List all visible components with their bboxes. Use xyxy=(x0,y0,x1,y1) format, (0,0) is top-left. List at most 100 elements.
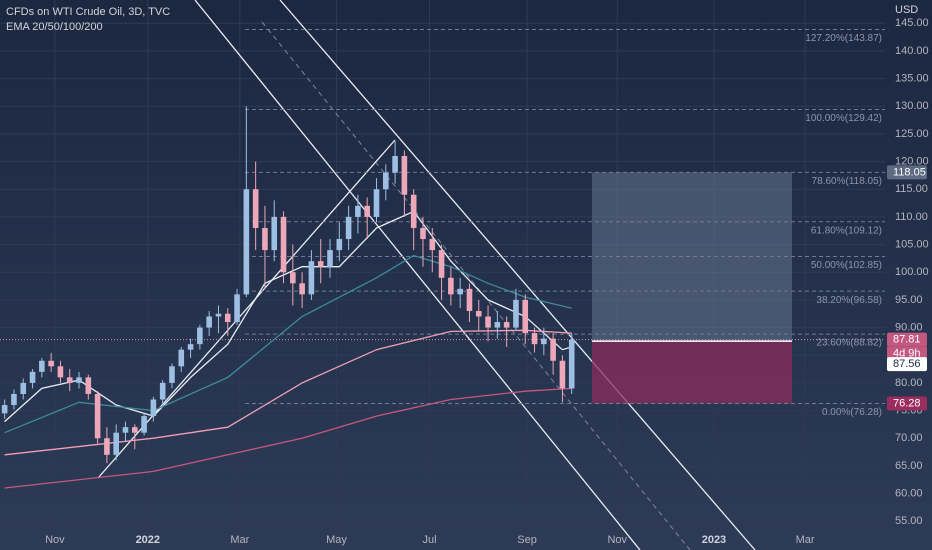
stop-price: 76.28 xyxy=(893,397,921,409)
x-tick-label: Jul xyxy=(422,534,436,546)
candle-body xyxy=(466,288,473,311)
candle-body xyxy=(522,299,529,334)
y-tick-label: 105.00 xyxy=(895,238,929,250)
candle-body xyxy=(94,393,101,439)
candle-body xyxy=(475,310,482,317)
candle-body xyxy=(262,227,268,251)
y-tick-label: 120.00 xyxy=(895,155,929,167)
y-tick-label: 60.00 xyxy=(895,487,923,499)
candle-body xyxy=(197,327,203,345)
ema-line xyxy=(4,387,572,489)
y-tick-label: 130.00 xyxy=(895,100,929,112)
x-tick-label: 2023 xyxy=(702,534,726,546)
stop-price-box xyxy=(887,396,927,411)
candle-body xyxy=(206,316,212,328)
target-price-box xyxy=(887,165,927,180)
last-price-box xyxy=(887,332,927,347)
candle-body xyxy=(438,250,445,278)
candle-body xyxy=(355,205,361,217)
fib-label: 38.20%(96.58) xyxy=(816,295,882,306)
candle-body xyxy=(541,338,547,345)
candle-body xyxy=(457,288,463,295)
y-tick-label: 100.00 xyxy=(895,266,929,278)
y-tick-label: 110.00 xyxy=(895,211,928,223)
channel-line xyxy=(279,0,756,550)
candle-body xyxy=(104,438,110,455)
candle-body xyxy=(122,427,129,433)
candle-body xyxy=(234,294,240,323)
candle-body xyxy=(85,377,92,394)
x-tick-label: Mar xyxy=(796,534,815,546)
candle-body xyxy=(39,360,45,372)
fib-label: 0.00%(76.28) xyxy=(822,407,882,418)
y-tick-label: 90.00 xyxy=(895,321,923,333)
candle-body xyxy=(169,366,175,383)
candle-body xyxy=(308,261,315,295)
entry-price: 87.56 xyxy=(893,358,921,370)
fib-label: 100.00%(129.42) xyxy=(805,113,882,124)
candle-body xyxy=(345,216,352,240)
candle-body xyxy=(271,216,278,251)
countdown: 4d 9h xyxy=(893,348,921,360)
candle-body xyxy=(29,371,36,383)
target-price: 118.05 xyxy=(893,166,926,178)
candle-body xyxy=(76,377,82,383)
candle-body xyxy=(336,239,343,251)
candle-body xyxy=(420,227,426,240)
candle-body xyxy=(485,316,491,328)
grid xyxy=(0,0,885,550)
fib-label: 23.60%(88.82) xyxy=(816,338,882,349)
candle-body xyxy=(113,432,120,455)
candle-body xyxy=(550,338,556,361)
y-tick-label: 145.00 xyxy=(895,17,929,29)
candle-body xyxy=(131,427,138,433)
y-tick-label: 70.00 xyxy=(895,432,923,444)
candle-body xyxy=(494,322,501,328)
entry-price-box xyxy=(887,357,927,372)
candle-body xyxy=(48,360,54,367)
x-tick-label: Nov xyxy=(607,534,627,546)
plot xyxy=(0,28,885,489)
candle-body xyxy=(503,322,510,328)
trend-line xyxy=(97,139,396,479)
candle-body xyxy=(317,261,324,267)
fib-label: 127.20%(143.87) xyxy=(805,33,882,44)
y-tick-label: 140.00 xyxy=(895,45,929,57)
y-tick-label: 135.00 xyxy=(895,72,929,84)
candle-body xyxy=(448,277,454,295)
candle-body xyxy=(299,283,305,295)
candle-body xyxy=(178,349,185,367)
candle-body xyxy=(382,172,389,190)
candle-body xyxy=(290,272,296,284)
candle-body xyxy=(20,382,27,394)
candle-body xyxy=(410,194,417,228)
x-tick-label: Sep xyxy=(517,534,537,546)
candle-body xyxy=(364,205,371,217)
indicator-legend: EMA 20/50/100/200 xyxy=(6,21,103,33)
chart-title: CFDs on WTI Crude Oil, 3D, TVC xyxy=(6,6,170,18)
candle-body xyxy=(401,156,408,195)
fib-label: 61.80%(109.12) xyxy=(811,225,882,236)
candle-body xyxy=(243,189,250,295)
y-tick-label: 115.00 xyxy=(895,183,928,195)
candle-body xyxy=(159,382,166,400)
candle-body xyxy=(559,360,566,389)
x-tick-label: 2022 xyxy=(136,534,160,546)
candle-body xyxy=(429,239,436,251)
y-tick-label: 55.00 xyxy=(895,515,923,527)
candle-body xyxy=(531,333,538,345)
candle-body xyxy=(224,313,231,323)
ema-line xyxy=(4,329,572,456)
candle-body xyxy=(513,299,519,328)
channel-line xyxy=(194,0,641,550)
stop-zone xyxy=(592,341,792,404)
ema-line xyxy=(4,254,572,434)
candle-body xyxy=(141,416,147,433)
x-tick-label: Mar xyxy=(230,534,249,546)
candle-body xyxy=(11,393,17,406)
candle-body xyxy=(252,189,259,228)
y-tick-label: 95.00 xyxy=(895,294,923,306)
